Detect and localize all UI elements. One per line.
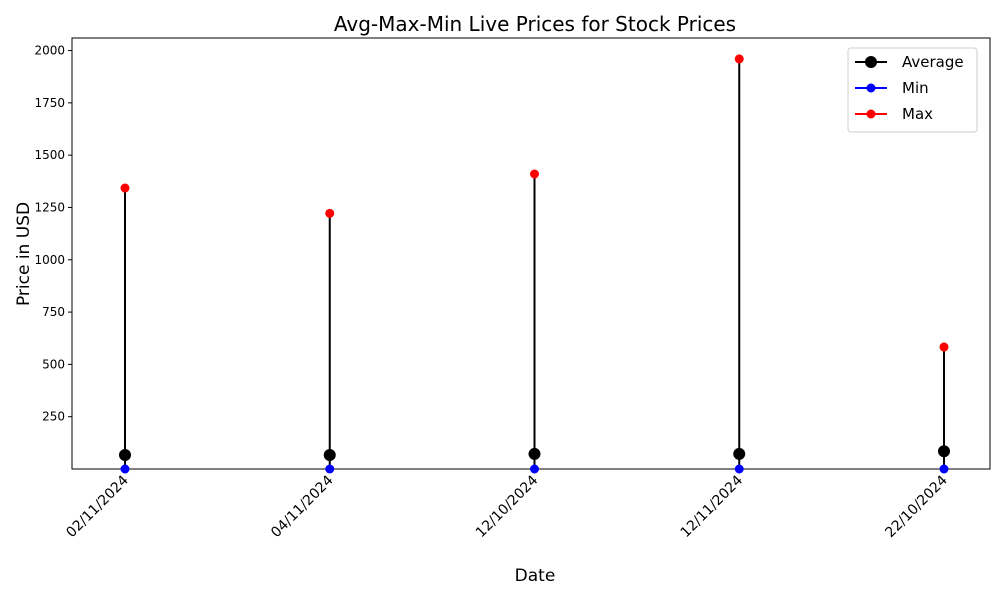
max-point <box>120 183 130 193</box>
x-tick-label: 22/10/2024 <box>882 472 950 540</box>
max-point <box>939 342 949 352</box>
legend-marker <box>866 83 876 93</box>
max-point <box>325 208 335 218</box>
legend-label: Max <box>902 105 933 123</box>
y-axis-title: Price in USD <box>14 202 34 306</box>
x-tick-label: 12/11/2024 <box>678 472 746 540</box>
average-point <box>119 448 131 461</box>
legend-box <box>847 47 978 133</box>
legend-marker <box>865 56 877 68</box>
x-tick-label: 04/11/2024 <box>268 472 336 540</box>
legend-label: Average <box>902 53 964 71</box>
y-tick-label: 1250 <box>34 200 65 214</box>
series-marks <box>119 54 950 474</box>
y-tick-label: 750 <box>42 305 65 319</box>
min-point <box>530 464 539 474</box>
legend: Average Min Max <box>847 47 978 133</box>
max-point <box>734 54 744 64</box>
x-axis-title: Date <box>515 566 556 586</box>
average-point <box>938 445 950 458</box>
x-tick-label: 12/10/2024 <box>473 472 541 540</box>
y-tick-label: 500 <box>42 357 65 371</box>
y-tick-label: 1750 <box>34 96 65 110</box>
y-tick-label: 1500 <box>34 148 65 162</box>
average-point <box>528 447 541 460</box>
x-axis: 02/11/2024 04/11/2024 12/10/2024 12/11/2024… <box>63 469 951 541</box>
min-point <box>734 464 744 474</box>
chart-title: Avg-Max-Min Live Prices for Stock Prices <box>334 12 736 36</box>
min-point <box>325 464 335 474</box>
legend-marker <box>866 109 876 119</box>
y-tick-label: 250 <box>42 410 65 424</box>
min-point <box>120 464 130 474</box>
max-point <box>530 169 539 179</box>
average-point <box>733 447 746 460</box>
x-tick-label: 02/11/2024 <box>63 472 131 540</box>
y-tick-label: 1000 <box>34 253 65 267</box>
y-tick-label: 2000 <box>34 44 65 58</box>
y-axis: 250 500 750 1000 1250 1500 1750 2000 <box>34 44 72 424</box>
legend-label: Min <box>902 79 929 97</box>
average-point <box>323 448 336 461</box>
min-point <box>939 464 949 474</box>
